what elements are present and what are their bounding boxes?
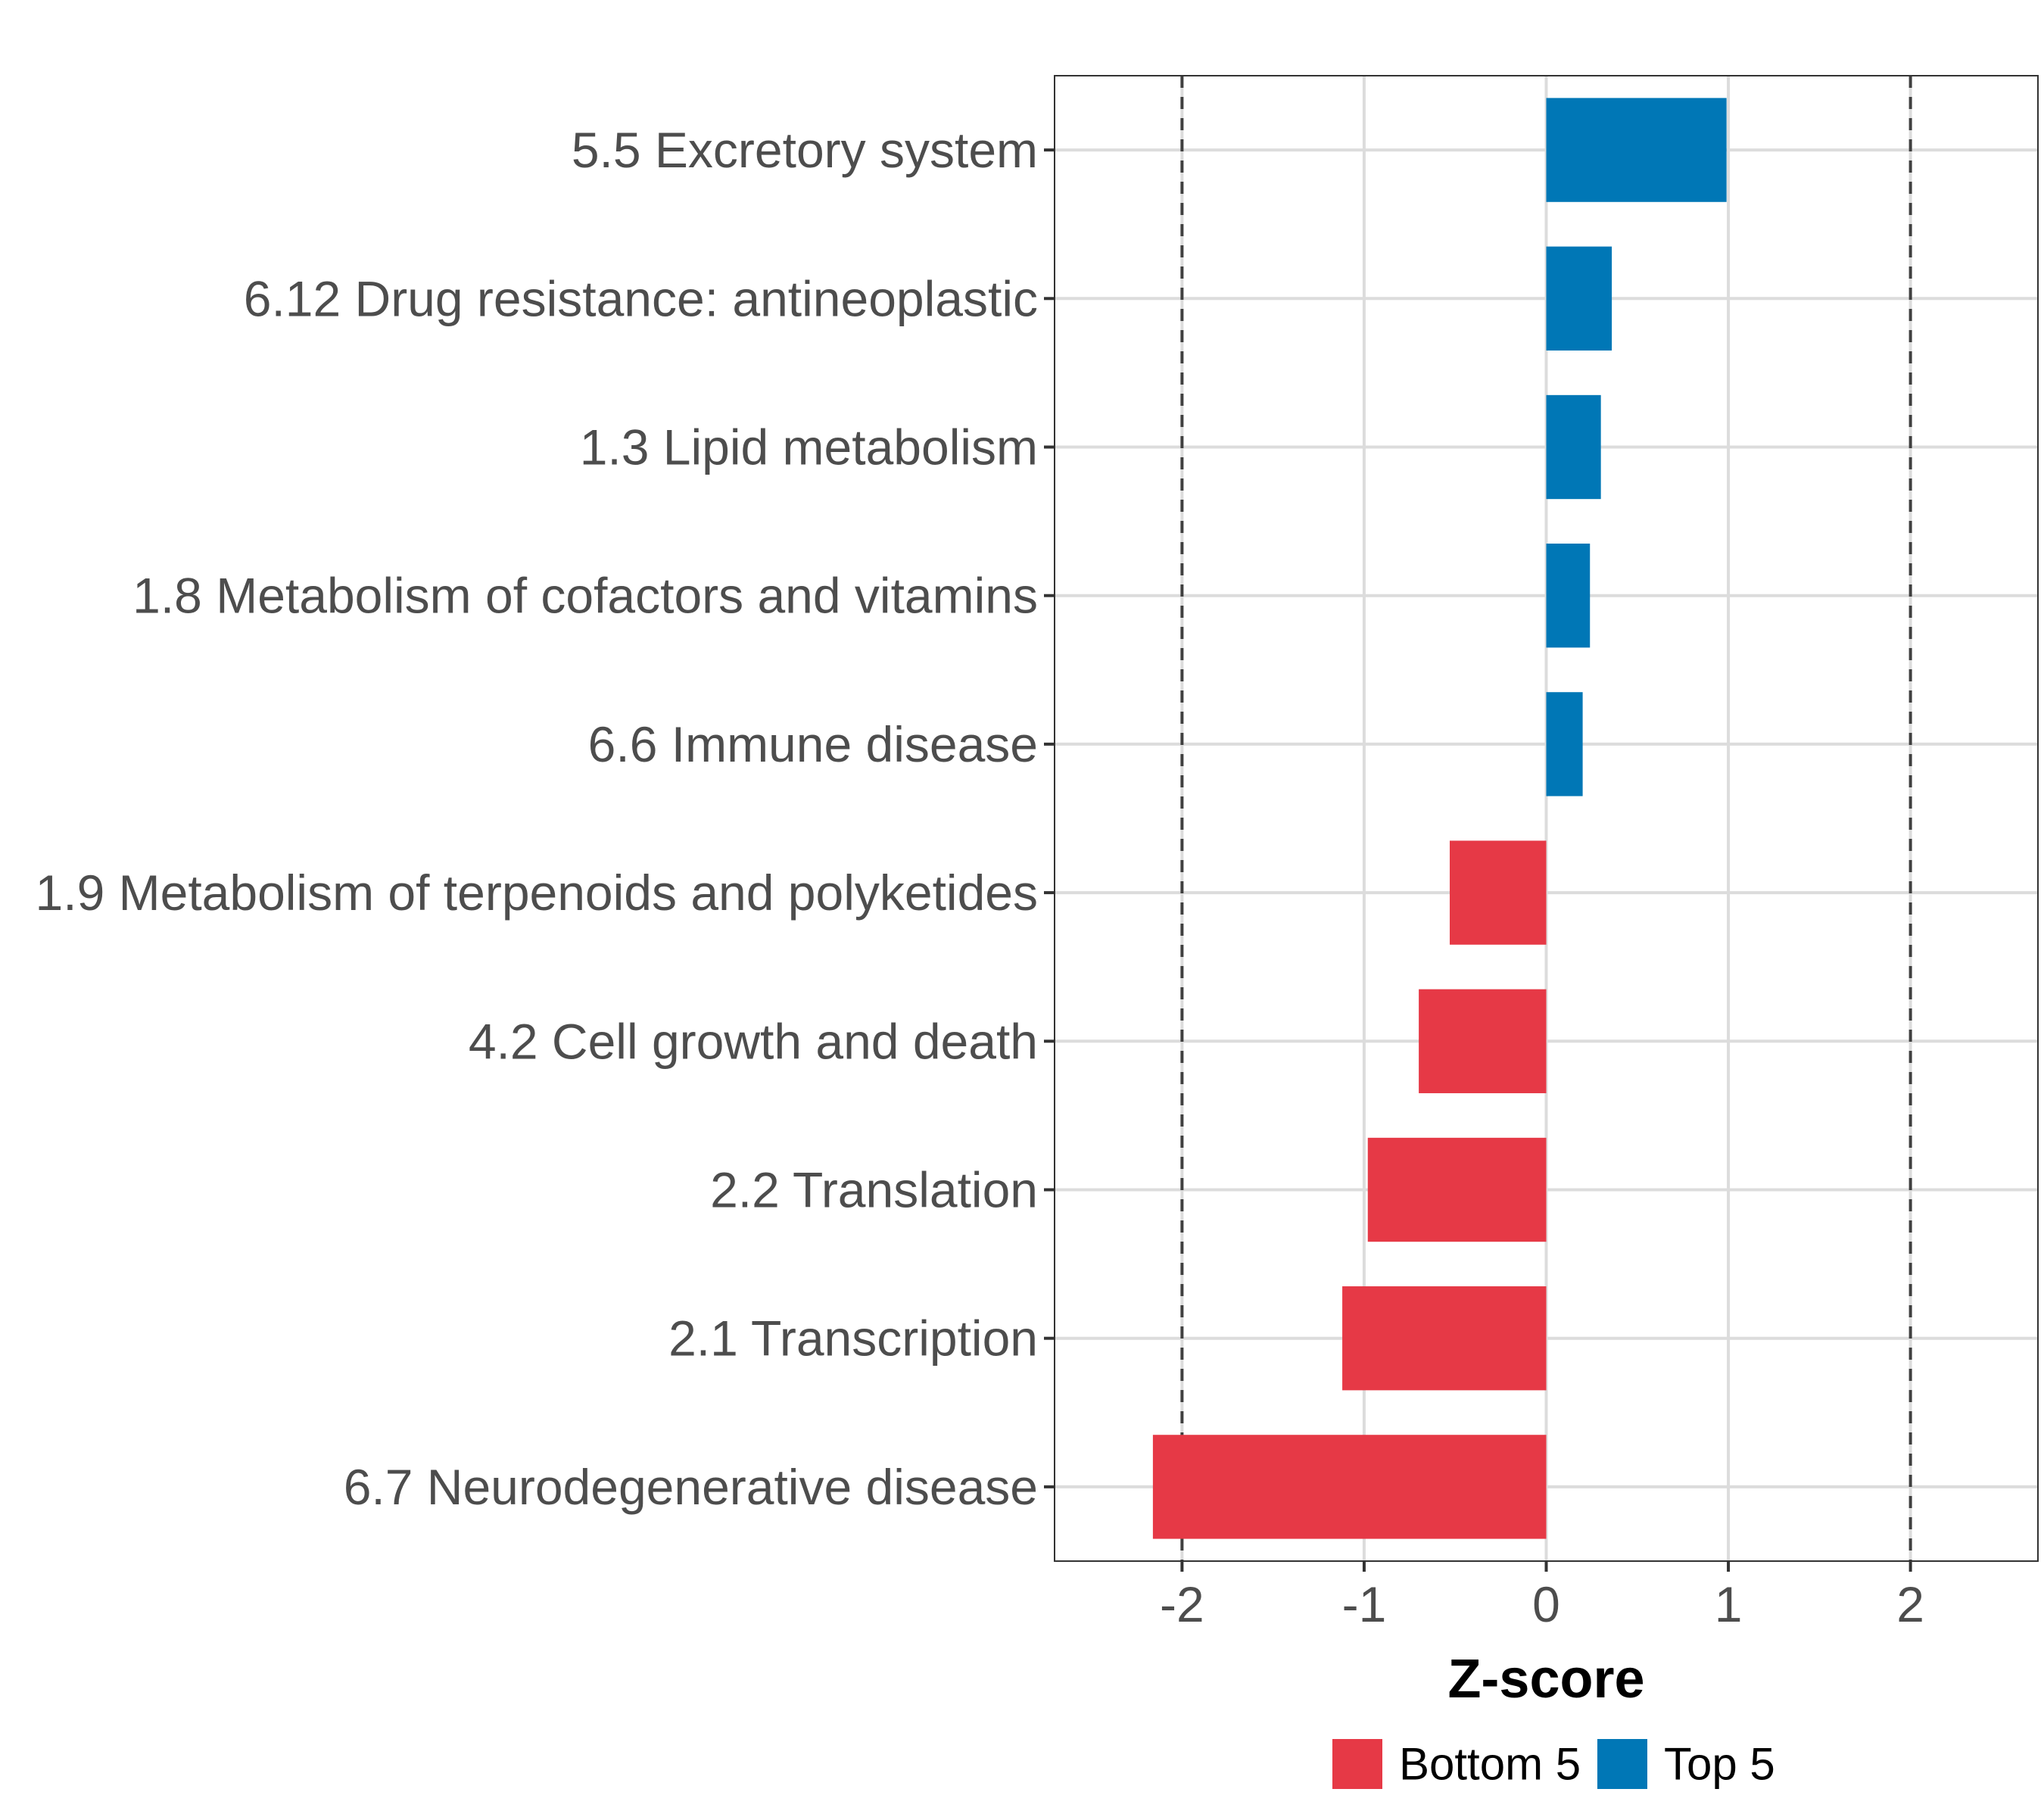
y-tick-label: 1.3 Lipid metabolism (580, 419, 1038, 475)
bar (1546, 544, 1591, 648)
y-tick-label: 6.12 Drug resistance: antineoplastic (244, 270, 1038, 326)
bar (1450, 840, 1547, 945)
x-tick-label: 0 (1532, 1576, 1560, 1632)
y-tick-label: 6.7 Neurodegenerative disease (344, 1459, 1038, 1515)
y-tick-label: 2.2 Translation (710, 1162, 1038, 1218)
bar (1367, 1137, 1547, 1242)
x-tick-label: 2 (1896, 1576, 1924, 1632)
bar (1152, 1435, 1547, 1539)
x-axis-title: Z-score (1447, 1649, 1644, 1709)
reference-lines (1180, 76, 1912, 1561)
y-tick-label: 4.2 Cell growth and death (469, 1013, 1038, 1069)
bar (1342, 1286, 1547, 1391)
legend-label: Bottom 5 (1399, 1739, 1581, 1790)
legend-label: Top 5 (1664, 1739, 1775, 1790)
y-tick-label: 5.5 Excretory system (572, 122, 1038, 178)
y-tick-label: 1.9 Metabolism of terpenoids and polyket… (36, 865, 1038, 921)
bar (1546, 394, 1601, 500)
legend-swatch (1597, 1739, 1647, 1789)
bar-layer (1152, 98, 1727, 1539)
legend: Bottom 5 Top 5 (1332, 1739, 1775, 1790)
y-axis: 5.5 Excretory system 6.12 Drug resistance… (36, 122, 1055, 1515)
x-tick-label: -2 (1160, 1576, 1204, 1632)
y-tick-label: 6.6 Immune disease (588, 716, 1038, 772)
bar (1546, 246, 1612, 351)
bar (1419, 989, 1547, 1093)
x-tick-label: -1 (1342, 1576, 1387, 1632)
x-tick-label: 1 (1715, 1576, 1743, 1632)
x-axis: -2 -1 0 1 2 (1160, 1561, 1924, 1632)
y-tick-label: 1.8 Metabolism of cofactors and vitamins (132, 568, 1038, 624)
bar (1546, 692, 1583, 796)
bar (1546, 98, 1727, 202)
y-tick-label: 2.1 Transcription (668, 1311, 1038, 1367)
legend-swatch (1332, 1739, 1382, 1789)
